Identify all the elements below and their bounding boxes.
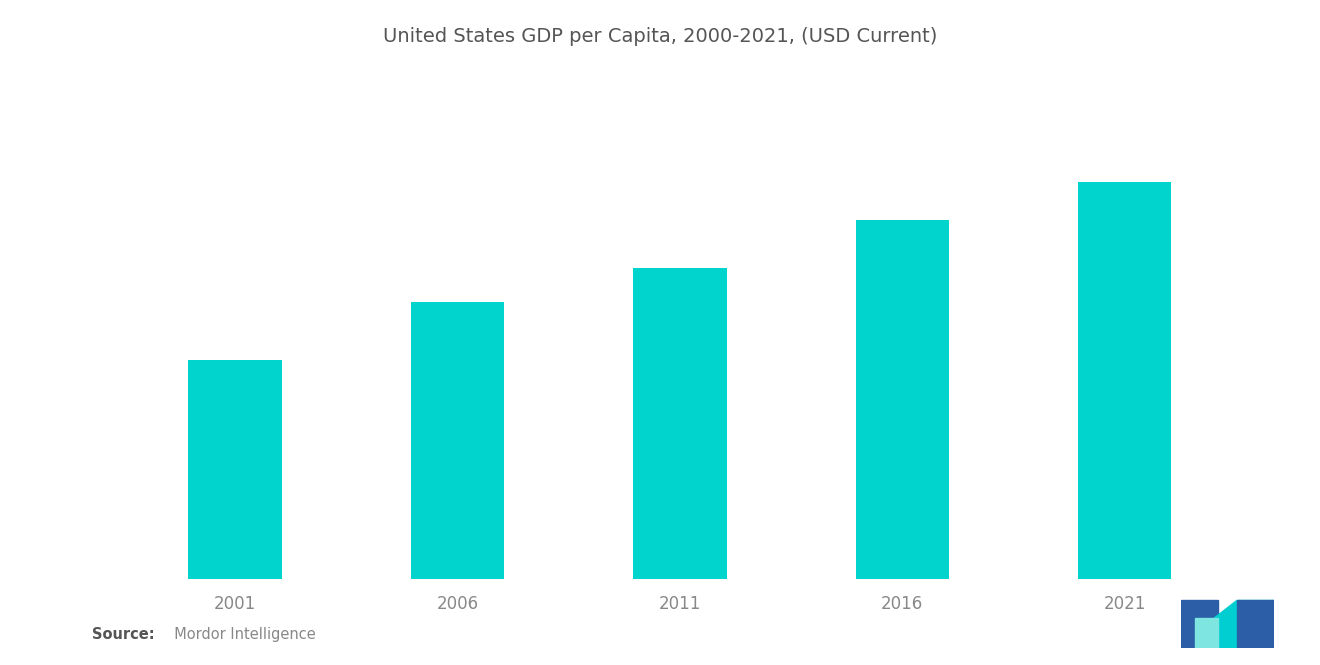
Text: Mordor Intelligence: Mordor Intelligence: [165, 626, 315, 642]
Bar: [855, 219, 949, 579]
Polygon shape: [1237, 600, 1274, 648]
Polygon shape: [1181, 600, 1218, 648]
Bar: [189, 360, 281, 579]
Text: Source:: Source:: [92, 626, 154, 642]
Bar: [411, 303, 504, 579]
Bar: [1078, 182, 1171, 579]
Polygon shape: [1214, 600, 1274, 648]
Polygon shape: [1196, 618, 1218, 648]
Text: United States GDP per Capita, 2000-2021, (USD Current): United States GDP per Capita, 2000-2021,…: [383, 27, 937, 46]
Bar: [634, 268, 726, 579]
